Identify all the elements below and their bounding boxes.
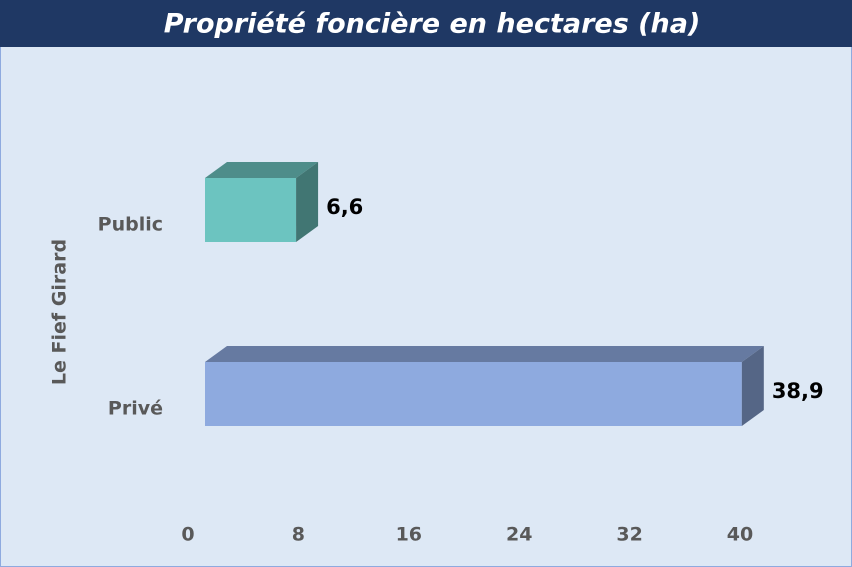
- data-label: 6,6: [326, 195, 363, 219]
- chart-title: Propriété foncière en hectares (ha): [164, 9, 701, 40]
- x-tick-label: 24: [506, 524, 532, 546]
- bar-top: [205, 162, 319, 178]
- category-label: Privé: [108, 398, 163, 420]
- bar: [205, 362, 742, 426]
- x-tick-label: 40: [727, 524, 753, 546]
- x-tick-label: 8: [292, 524, 305, 546]
- title-bar: [0, 0, 852, 47]
- bar-side: [296, 162, 319, 242]
- bar-side: [741, 346, 764, 426]
- data-label: 38,9: [772, 379, 824, 403]
- category-label: Public: [98, 214, 163, 236]
- group-label: Le Fief Girard: [49, 239, 71, 385]
- x-tick-label: 32: [616, 524, 642, 546]
- x-tick-label: 16: [396, 524, 422, 546]
- x-tick-label: 0: [181, 524, 194, 546]
- bar-top: [205, 346, 764, 362]
- bar: [205, 178, 297, 242]
